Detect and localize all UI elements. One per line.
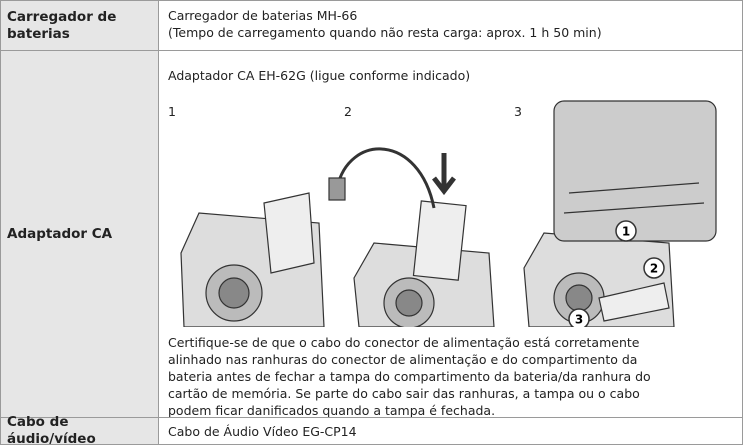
callout-number: 3 (575, 313, 583, 327)
row-label: Cabo de áudio/vídeo (1, 414, 159, 447)
illustration: 1 2 3 (180, 100, 717, 327)
row-label: Carregador de baterias (1, 1, 159, 51)
step-number: 1 (168, 104, 176, 119)
row-content: Carregador de baterias MH-66 (Tempo de c… (159, 1, 742, 51)
table-row: Adaptador CA Adaptador CA EH-62G (ligue … (0, 50, 743, 418)
row-content: Adaptador CA EH-62G (ligue conforme indi… (159, 51, 742, 418)
table-row: Carregador de baterias Carregador de bat… (0, 0, 743, 51)
table-row: Cabo de áudio/vídeo Cabo de Áudio Vídeo … (0, 414, 743, 447)
text-line: Carregador de baterias MH-66 (168, 8, 358, 23)
row-label: Adaptador CA (1, 51, 159, 418)
callout-number: 2 (650, 262, 658, 276)
note-text: Certifique-se de que o cabo do conector … (168, 335, 651, 418)
callout-number: 1 (622, 225, 630, 239)
text-line: Cabo de Áudio Vídeo EG-CP14 (168, 424, 357, 439)
text-line: (Tempo de carregamento quando não resta … (168, 25, 602, 40)
intro-text: Adaptador CA EH-62G (ligue conforme indi… (168, 68, 471, 83)
row-content: Cabo de Áudio Vídeo EG-CP14 (159, 418, 742, 444)
step-number: 2 (344, 104, 352, 119)
step-number: 3 (514, 104, 522, 119)
